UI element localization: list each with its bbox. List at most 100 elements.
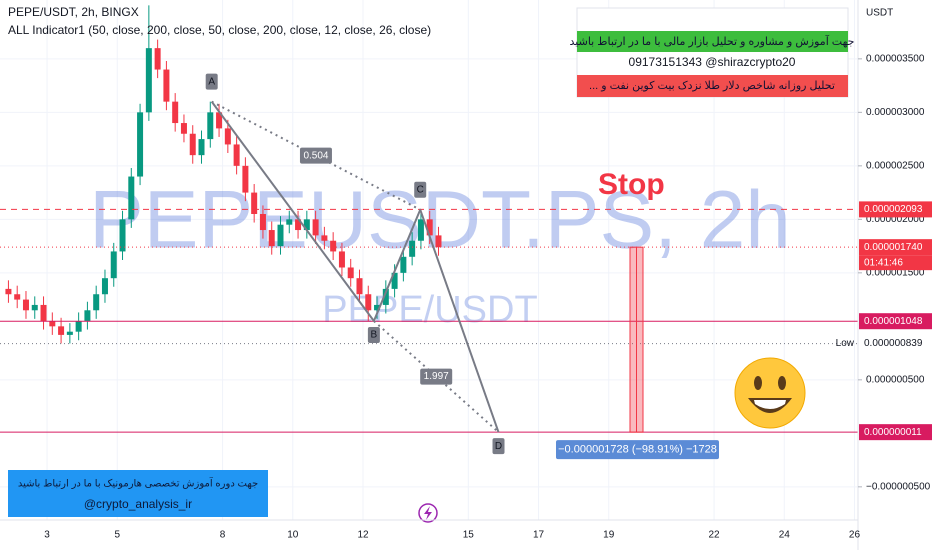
pattern-point-box — [492, 438, 505, 455]
promo-box — [8, 470, 268, 517]
price-label: 0.000000011 — [864, 427, 922, 438]
price-label-box — [859, 424, 932, 441]
info-text: 09173151343 @shirazcrypto20 — [629, 55, 796, 69]
pattern-leg — [210, 101, 375, 322]
x-tick-label: 24 — [779, 530, 791, 541]
y-tick-label: −0.000000500 — [866, 481, 931, 492]
promo-text: جهت دوره آموزش تخصصی هارمونیک با ما در ا… — [18, 477, 258, 490]
candle-body — [66, 331, 73, 335]
pattern-point-label: B — [371, 330, 378, 341]
candle-body — [295, 219, 302, 231]
candle-body — [93, 294, 100, 311]
pattern-point-box — [205, 73, 218, 90]
candle-body — [426, 219, 433, 236]
candle-body — [137, 112, 144, 177]
candle-body — [40, 304, 47, 321]
pattern-point-label: D — [495, 441, 502, 452]
pattern-leg — [419, 209, 500, 433]
candle-body — [110, 251, 117, 279]
x-tick-label: 5 — [114, 530, 120, 541]
candle-body — [207, 112, 214, 140]
x-tick-label: 17 — [533, 530, 545, 541]
countdown: 01:41:46 — [864, 257, 903, 268]
candle-body — [374, 304, 381, 311]
price-label: 0.000001740 — [864, 242, 923, 253]
candle-body — [5, 288, 12, 295]
candle-body — [303, 219, 310, 231]
candle-body — [163, 69, 170, 102]
candle-body — [365, 294, 372, 311]
y-tick-label: 0.000002000 — [866, 214, 925, 225]
candle-body — [321, 235, 328, 241]
candle-body — [251, 192, 258, 214]
candle-body — [180, 123, 187, 134]
info-row-green — [577, 31, 848, 52]
info-text: جهت آموزش و مشاوره و تحلیل بازار مالی با… — [570, 34, 855, 48]
ratio-box — [420, 368, 453, 385]
price-label-box — [859, 313, 932, 330]
candle-body — [84, 310, 91, 321]
plot: 0.504 1.997 A B C D −0.000001728 (−98.91%) −17… — [0, 5, 858, 460]
candle-body — [356, 278, 363, 295]
x-tick-label: 12 — [357, 530, 369, 541]
candle-body — [49, 320, 56, 327]
price-label-box — [859, 201, 932, 218]
pattern-point-label: A — [208, 76, 215, 87]
candle-body — [128, 176, 135, 220]
candle-body — [224, 128, 231, 145]
info-row-red — [577, 75, 848, 97]
candle-body — [259, 213, 266, 231]
y-tick-label: 0.000001500 — [866, 267, 925, 278]
watermark-sub: PEPE/USDT — [322, 289, 537, 331]
watermark: PEPEUSDT.PS, 2h — [89, 175, 791, 266]
x-tick-label: 26 — [849, 530, 861, 541]
price-label-box — [859, 239, 932, 256]
candle-body — [22, 299, 29, 311]
ratio-box — [299, 147, 332, 164]
candle-body — [312, 219, 319, 236]
candle-body — [198, 139, 205, 156]
candle-body — [338, 251, 345, 268]
y-tick-label: 0.000002500 — [866, 160, 925, 171]
price-label: 0.000000839 — [864, 338, 923, 349]
candle-body — [189, 133, 196, 156]
candle-body — [172, 101, 179, 124]
pattern-point-box — [367, 326, 380, 343]
measure-box — [556, 440, 719, 460]
candle-body — [31, 304, 38, 311]
candle-body — [409, 240, 416, 257]
x-tick-label: 10 — [287, 530, 299, 541]
x-tick-label: 3 — [44, 530, 50, 541]
candle-body — [233, 144, 240, 166]
measure-label: −0.000001728 (−98.91%) −1728 — [558, 444, 717, 456]
candle-body — [347, 267, 354, 279]
candle-body — [75, 320, 82, 332]
replay-icon[interactable] — [418, 503, 438, 523]
candle-body — [242, 165, 249, 193]
ratio-label: 1.997 — [424, 371, 449, 382]
candle-body — [14, 294, 21, 300]
price-tag: Low — [836, 338, 855, 349]
candle-body — [286, 219, 293, 225]
x-tick-label: 8 — [220, 530, 226, 541]
price-label: 0.000002093 — [864, 204, 923, 215]
candle-body — [58, 326, 65, 335]
candle-body — [435, 235, 442, 248]
y-tick-label: 0.000003500 — [866, 53, 925, 64]
x-tick-label: 22 — [709, 530, 721, 541]
axes: 0.000003500 0.000003000 0.000002500 0.00000… — [44, 53, 932, 541]
y-tick-label: 0.000000500 — [866, 374, 925, 385]
countdown-box — [859, 255, 932, 271]
indicator: ALL Indicator1 (50, close, 200, close, 5… — [8, 23, 431, 37]
chart-title: PEPE/USDT, 2h, BINGX — [8, 5, 139, 19]
candle-body — [268, 230, 275, 247]
ratio-label: 0.504 — [303, 150, 328, 161]
promo-text: @crypto_analysis_ir — [84, 497, 192, 511]
candle-body — [400, 256, 407, 273]
pattern-ratio-line — [373, 320, 500, 433]
y-tick-label: 0.000003000 — [866, 107, 925, 118]
pattern-point-box — [414, 181, 427, 198]
x-tick-label: 19 — [603, 530, 615, 541]
candle-body — [277, 224, 284, 247]
